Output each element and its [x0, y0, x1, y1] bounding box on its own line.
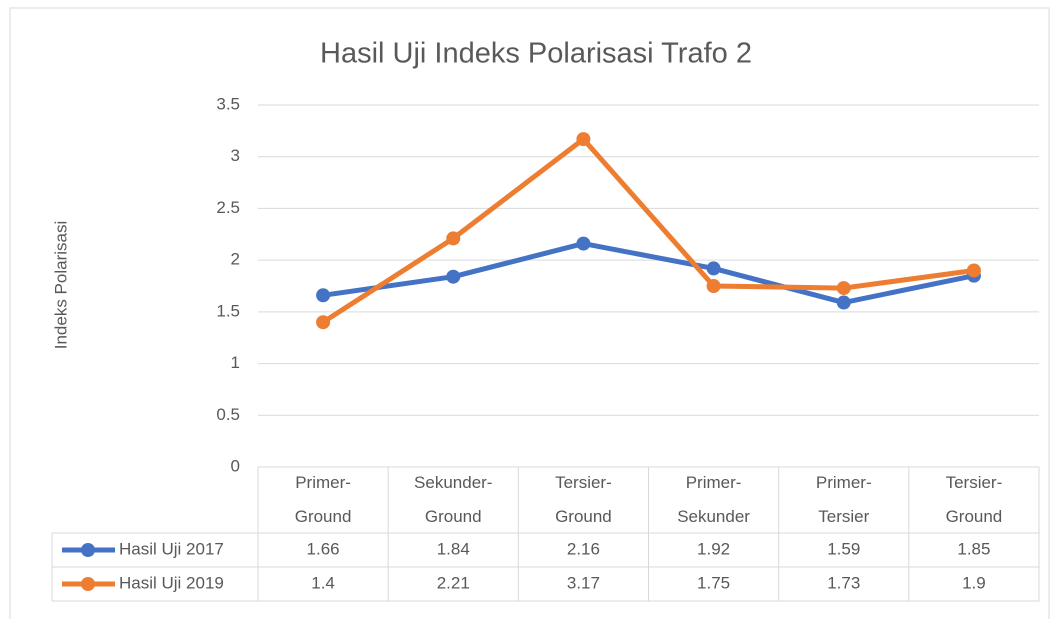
y-tick-label: 0.5 [216, 405, 240, 424]
x-tick-label-line: Tersier- [555, 473, 612, 492]
table-value: 1.85 [957, 539, 990, 558]
x-tick-label: Primer- Tersier [816, 473, 872, 526]
x-tick-label: Primer- Ground [295, 473, 352, 526]
x-tick-label-line: Ground [946, 507, 1003, 526]
table-value: 2.21 [437, 573, 470, 592]
x-tick-label: Primer- Sekunder [677, 473, 750, 526]
table-value: 2.16 [567, 539, 600, 558]
table-value: 1.84 [437, 539, 470, 558]
table-value: 1.75 [697, 573, 730, 592]
x-tick-label: Tersier- Ground [946, 473, 1003, 526]
y-tick-label: 1 [231, 353, 240, 372]
table-value: 1.73 [827, 573, 860, 592]
y-tick-label: 3.5 [216, 94, 240, 113]
series-marker [836, 295, 851, 310]
table-value: 3.17 [567, 573, 600, 592]
x-tick-label-line: Tersier- [946, 473, 1003, 492]
series-marker [706, 261, 721, 276]
series-marker [836, 281, 851, 296]
series-marker [316, 288, 331, 303]
x-tick-label-line: Sekunder- [414, 473, 492, 492]
series-marker [966, 263, 981, 278]
y-tick-label: 2.5 [216, 198, 240, 217]
series-marker [446, 231, 461, 246]
y-axis-title: Indeks Polarisasi [51, 221, 70, 350]
x-tick-label: Sekunder- Ground [414, 473, 492, 526]
legend-marker [81, 543, 95, 557]
series-marker [446, 269, 461, 284]
table-value: 1.92 [697, 539, 730, 558]
x-tick-label-line: Ground [295, 507, 352, 526]
series-line [320, 136, 977, 325]
x-tick-label-line: Sekunder [677, 507, 750, 526]
x-tick-label-line: Primer- [295, 473, 351, 492]
y-tick-label: 0 [231, 456, 240, 475]
table-value: 1.66 [307, 539, 340, 558]
table-value: 1.59 [827, 539, 860, 558]
x-tick-label: Tersier- Ground [555, 473, 612, 526]
chart-title: Hasil Uji Indeks Polarisasi Trafo 2 [320, 38, 752, 70]
x-tick-label-line: Tersier [818, 507, 869, 526]
legend-label: Hasil Uji 2019 [119, 573, 224, 592]
chart-frame [9, 7, 1050, 619]
series-marker [576, 132, 591, 147]
series-marker [706, 279, 721, 293]
x-tick-label-line: Ground [555, 507, 612, 526]
x-tick-label-line: Ground [425, 507, 482, 526]
table-value: 1.4 [311, 573, 335, 592]
series-marker [576, 236, 591, 251]
x-tick-label-line: Primer- [816, 473, 872, 492]
y-tick-label: 1.5 [216, 301, 240, 320]
series-line [320, 241, 977, 306]
legend-marker [81, 577, 95, 591]
series-marker [316, 315, 331, 330]
y-tick-label: 2 [231, 250, 240, 269]
y-tick-label: 3 [231, 146, 240, 165]
x-tick-label-line: Primer- [686, 473, 742, 492]
table-value: 1.9 [962, 573, 986, 592]
legend-label: Hasil Uji 2017 [119, 539, 224, 558]
